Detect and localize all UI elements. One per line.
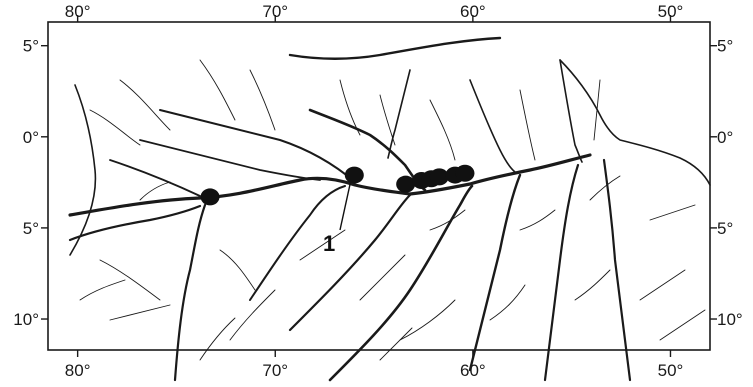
xingu-river [543,163,580,382]
lat-label-right: 0° [717,128,733,147]
lon-label-bottom: 80° [65,361,91,380]
site-label: 1 [323,231,335,256]
site-label-leader [339,182,351,231]
lat-label-right: 10° [717,310,743,329]
amazon-main-river [68,153,592,217]
purus-river [288,193,412,332]
lat-label-left: 5° [23,37,39,56]
lon-label-bottom: 60° [460,361,486,380]
lon-label-bottom: 70° [262,361,288,380]
andes-coastline [69,84,97,256]
napo-river [109,159,201,197]
branco-river [387,69,411,159]
lon-label-top: 80° [65,2,91,21]
japura-river [159,109,356,183]
lon-label-bottom: 50° [658,361,684,380]
tocantins-river [602,158,632,382]
tapajos-river [468,173,522,372]
sampling-site-marker [344,166,364,184]
sampling-site-marker [200,188,220,206]
lat-label-right: 5° [717,37,733,56]
sampling-site-marker [455,164,475,182]
maranon-river [68,204,202,242]
lat-label-right: 5° [717,219,733,238]
trombetas-river [469,79,516,173]
jari-river [559,59,583,163]
ucayali-river [173,203,207,382]
river-network [68,36,711,382]
lon-label-top: 50° [658,2,684,21]
lon-label-top: 70° [262,2,288,21]
orinoco-river [288,36,502,60]
lat-label-left: 10° [13,310,39,329]
madeira-river [328,184,474,382]
map-frame [47,21,711,351]
sampling-site-marker [396,175,416,193]
lat-label-left: 0° [23,128,39,147]
sampling-site-marker [429,168,449,186]
putumayo-river [139,139,321,181]
lat-label-left: 5° [23,219,39,238]
lon-label-top: 60° [460,2,486,21]
atlantic-coastline [559,59,711,186]
jurua-river [249,185,346,301]
